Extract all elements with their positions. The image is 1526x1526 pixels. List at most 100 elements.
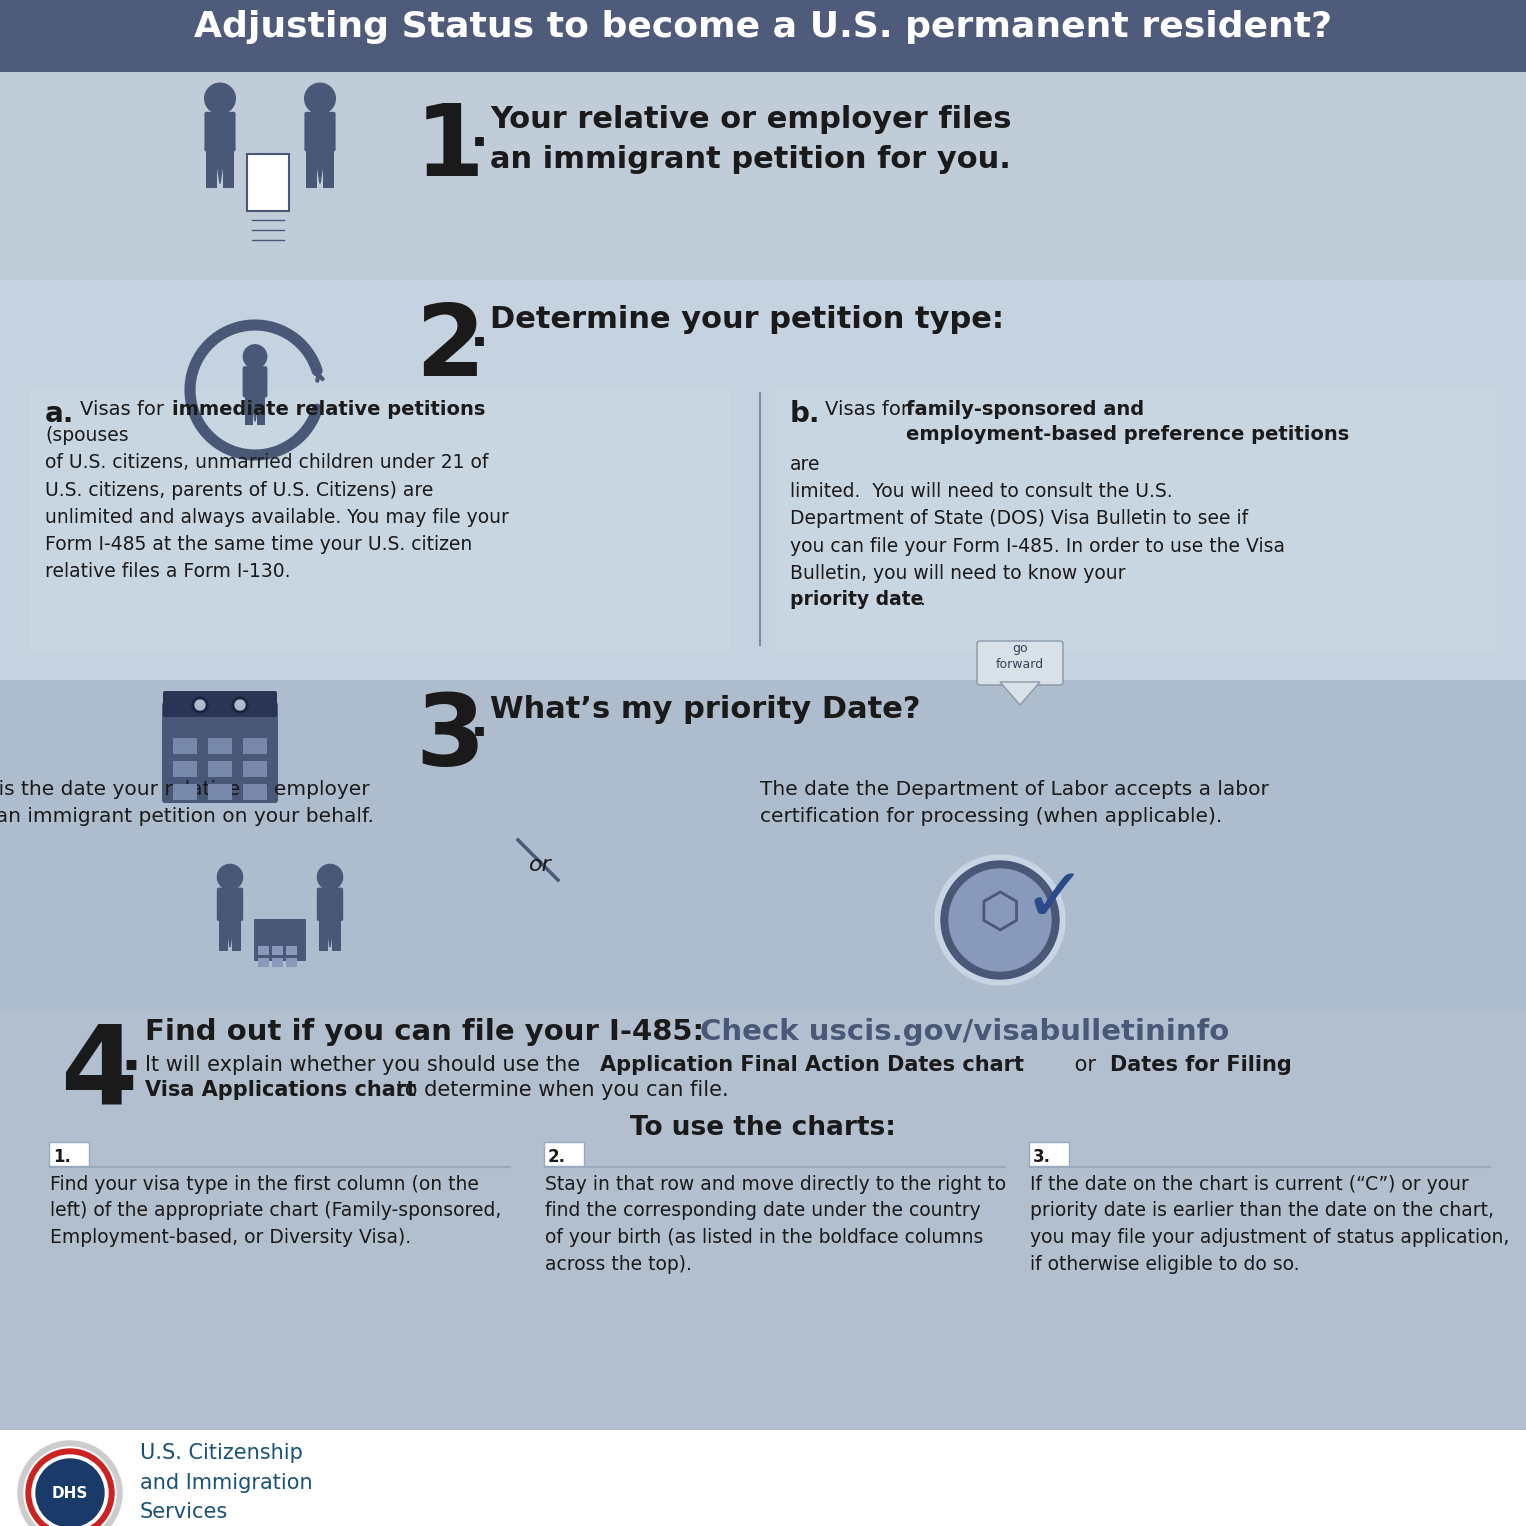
FancyBboxPatch shape bbox=[206, 150, 217, 188]
Text: 2: 2 bbox=[415, 301, 485, 397]
Text: Visas for: Visas for bbox=[826, 400, 916, 420]
Bar bbox=[208, 761, 232, 777]
Bar bbox=[258, 958, 269, 967]
Bar bbox=[775, 391, 1495, 650]
FancyBboxPatch shape bbox=[333, 919, 342, 951]
Text: 2.: 2. bbox=[548, 1148, 566, 1166]
Text: priority date: priority date bbox=[790, 591, 923, 609]
Bar bbox=[0, 279, 1526, 681]
Text: 3: 3 bbox=[415, 690, 485, 787]
Text: Visa Applications chart: Visa Applications chart bbox=[145, 1080, 417, 1100]
FancyBboxPatch shape bbox=[162, 702, 278, 803]
Text: Find out if you can file your I-485:: Find out if you can file your I-485: bbox=[145, 1018, 714, 1045]
Bar bbox=[31, 391, 729, 650]
Text: Visas for: Visas for bbox=[79, 400, 171, 420]
Bar bbox=[0, 72, 1526, 279]
Text: Check uscis.gov/visabulletininfo: Check uscis.gov/visabulletininfo bbox=[700, 1018, 1230, 1045]
Text: .: . bbox=[470, 108, 488, 156]
FancyBboxPatch shape bbox=[253, 919, 307, 961]
Circle shape bbox=[942, 861, 1059, 980]
Bar bbox=[172, 784, 197, 800]
Text: If the date on the chart is current (“C”) or your
priority date is earlier than : If the date on the chart is current (“C”… bbox=[1030, 1175, 1509, 1274]
Bar bbox=[243, 761, 267, 777]
Bar bbox=[0, 681, 1526, 1010]
Circle shape bbox=[37, 1459, 104, 1526]
FancyBboxPatch shape bbox=[543, 1141, 584, 1166]
Text: DHS: DHS bbox=[52, 1485, 89, 1500]
Bar bbox=[285, 946, 298, 955]
FancyBboxPatch shape bbox=[223, 150, 233, 188]
FancyBboxPatch shape bbox=[204, 111, 235, 151]
Bar bbox=[0, 1300, 1526, 1430]
Text: Stay in that row and move directly to the right to
find the corresponding date u: Stay in that row and move directly to th… bbox=[545, 1175, 1006, 1274]
FancyBboxPatch shape bbox=[977, 641, 1064, 685]
Text: 3.: 3. bbox=[1033, 1148, 1051, 1166]
FancyBboxPatch shape bbox=[256, 395, 266, 424]
Text: or: or bbox=[1068, 1054, 1103, 1074]
Circle shape bbox=[243, 345, 267, 368]
Bar bbox=[243, 784, 267, 800]
Text: to determine when you can file.: to determine when you can file. bbox=[391, 1080, 728, 1100]
Text: or: or bbox=[528, 855, 551, 874]
Text: ⬡: ⬡ bbox=[978, 890, 1021, 938]
FancyBboxPatch shape bbox=[232, 919, 241, 951]
Text: .: . bbox=[920, 591, 926, 609]
Text: .: . bbox=[470, 697, 488, 746]
Text: Adjusting Status to become a U.S. permanent resident?: Adjusting Status to become a U.S. perman… bbox=[194, 11, 1332, 44]
Circle shape bbox=[317, 864, 343, 890]
Polygon shape bbox=[218, 919, 241, 948]
Polygon shape bbox=[1000, 682, 1041, 705]
Text: This is the date your relative or employer
filed an immigrant petition on your b: This is the date your relative or employ… bbox=[0, 780, 374, 826]
Text: Application Final Action Dates chart: Application Final Action Dates chart bbox=[600, 1054, 1024, 1074]
Text: 4: 4 bbox=[60, 1019, 137, 1128]
Circle shape bbox=[235, 700, 246, 710]
Text: Find your visa type in the first column (on the
left) of the appropriate chart (: Find your visa type in the first column … bbox=[50, 1175, 502, 1247]
Bar bbox=[172, 739, 197, 754]
Text: immediate relative petitions: immediate relative petitions bbox=[172, 400, 485, 420]
FancyBboxPatch shape bbox=[1029, 1141, 1070, 1166]
Circle shape bbox=[935, 855, 1065, 984]
Circle shape bbox=[195, 700, 204, 710]
Circle shape bbox=[305, 84, 336, 114]
Polygon shape bbox=[0, 1010, 130, 1041]
FancyBboxPatch shape bbox=[322, 150, 334, 188]
Circle shape bbox=[217, 864, 243, 890]
Text: family-sponsored and
employment-based preference petitions: family-sponsored and employment-based pr… bbox=[906, 400, 1349, 444]
Polygon shape bbox=[307, 150, 334, 183]
Text: To use the charts:: To use the charts: bbox=[630, 1116, 896, 1141]
Polygon shape bbox=[319, 919, 342, 948]
FancyBboxPatch shape bbox=[244, 395, 253, 424]
Text: (spouses
of U.S. citizens, unmarried children under 21 of
U.S. citizens, parents: (spouses of U.S. citizens, unmarried chi… bbox=[44, 426, 508, 581]
Text: ✓: ✓ bbox=[1022, 864, 1087, 937]
Circle shape bbox=[24, 1447, 116, 1526]
FancyBboxPatch shape bbox=[163, 691, 278, 717]
FancyBboxPatch shape bbox=[307, 150, 317, 188]
Bar bbox=[208, 739, 232, 754]
Circle shape bbox=[204, 84, 235, 114]
Bar bbox=[258, 946, 269, 955]
Bar bbox=[0, 1010, 1526, 1300]
FancyBboxPatch shape bbox=[217, 888, 243, 922]
FancyBboxPatch shape bbox=[243, 366, 267, 397]
Text: .: . bbox=[470, 308, 488, 356]
FancyBboxPatch shape bbox=[319, 919, 328, 951]
Bar bbox=[272, 946, 282, 955]
Circle shape bbox=[949, 868, 1051, 971]
Text: Determine your petition type:: Determine your petition type: bbox=[490, 305, 1004, 334]
Polygon shape bbox=[244, 395, 266, 421]
Text: go
forward: go forward bbox=[996, 642, 1044, 671]
FancyBboxPatch shape bbox=[49, 1141, 89, 1166]
Polygon shape bbox=[0, 279, 130, 310]
Text: b.: b. bbox=[790, 400, 821, 427]
Circle shape bbox=[32, 1454, 108, 1526]
FancyBboxPatch shape bbox=[247, 154, 288, 211]
Circle shape bbox=[192, 697, 208, 713]
Polygon shape bbox=[206, 150, 233, 183]
Bar bbox=[272, 958, 282, 967]
FancyBboxPatch shape bbox=[304, 111, 336, 151]
Text: The date the Department of Labor accepts a labor
certification for processing (w: The date the Department of Labor accepts… bbox=[760, 780, 1270, 826]
Bar bbox=[0, 0, 1526, 72]
Text: 1: 1 bbox=[415, 101, 485, 197]
FancyBboxPatch shape bbox=[317, 888, 343, 922]
Text: a.: a. bbox=[44, 400, 75, 427]
